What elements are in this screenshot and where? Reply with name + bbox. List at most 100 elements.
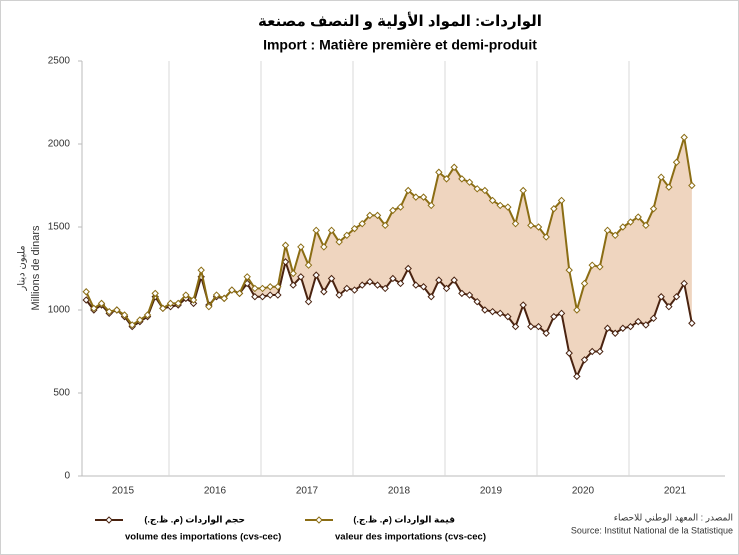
point-marker — [412, 281, 420, 289]
point-marker — [657, 173, 665, 181]
point-marker — [496, 201, 504, 210]
point-marker — [366, 211, 374, 220]
point-marker — [550, 312, 558, 321]
point-marker — [435, 276, 443, 284]
point-marker — [251, 293, 259, 301]
y-tick-label: 2000 — [48, 139, 71, 150]
point-marker — [580, 356, 589, 364]
point-marker — [128, 321, 136, 329]
point-marker — [611, 231, 619, 240]
point-marker — [419, 193, 428, 201]
point-marker — [557, 309, 566, 318]
point-marker — [320, 243, 328, 251]
point-marker — [626, 218, 635, 226]
point-marker — [435, 168, 443, 176]
point-marker — [688, 319, 696, 327]
point-marker — [197, 266, 205, 274]
point-marker — [619, 223, 627, 231]
point-marker — [657, 293, 665, 301]
point-marker — [312, 271, 320, 279]
x-tick-label: 2020 — [572, 486, 595, 497]
point-marker — [297, 243, 305, 251]
point-marker — [427, 293, 435, 301]
point-marker — [649, 314, 658, 323]
point-marker — [473, 297, 481, 306]
point-marker — [251, 284, 259, 293]
point-marker — [258, 293, 267, 301]
source: Source: Institut National de la Statisti… — [571, 525, 733, 535]
point-marker — [588, 347, 596, 356]
point-marker — [634, 213, 642, 221]
point-marker — [274, 283, 282, 291]
point-marker — [404, 264, 412, 273]
point-marker — [542, 233, 550, 241]
point-marker — [450, 276, 458, 284]
point-marker — [335, 238, 343, 246]
x-tick-label: 2015 — [112, 486, 135, 497]
point-marker — [626, 322, 635, 331]
point-marker — [159, 304, 167, 313]
point-marker — [258, 284, 267, 293]
point-marker — [266, 283, 274, 291]
point-marker — [665, 302, 673, 311]
point-marker — [105, 307, 113, 316]
point-marker — [619, 324, 627, 332]
point-marker — [611, 329, 619, 337]
point-marker — [504, 203, 512, 211]
legend-marker — [105, 516, 113, 524]
point-marker — [580, 279, 589, 288]
point-marker — [327, 226, 336, 235]
point-marker — [220, 294, 228, 303]
gap-area — [86, 137, 692, 377]
point-marker — [511, 322, 520, 331]
point-marker — [504, 312, 512, 321]
point-marker — [136, 316, 144, 324]
point-marker — [343, 231, 351, 240]
point-marker — [343, 284, 351, 293]
point-marker — [205, 302, 213, 311]
point-marker — [527, 221, 535, 230]
point-marker — [680, 133, 688, 142]
point-marker — [358, 281, 366, 289]
point-marker — [573, 372, 581, 381]
point-marker — [381, 221, 389, 230]
legend-label-ar: حجم الواردات (م. ظ.ج.) — [144, 514, 245, 525]
point-marker — [481, 186, 489, 195]
y-tick-label: 1500 — [48, 222, 71, 233]
point-marker — [289, 281, 297, 289]
point-marker — [396, 279, 405, 288]
point-marker — [212, 291, 221, 299]
legend-label: valeur des importations (cvs-cec) — [335, 532, 486, 543]
point-marker — [312, 226, 320, 235]
point-marker — [396, 203, 405, 211]
point-marker — [389, 206, 397, 215]
chart-subtitle: Import : Matière première et demi-produi… — [263, 37, 537, 53]
x-tick-label: 2016 — [204, 486, 227, 497]
point-marker — [166, 299, 175, 308]
point-marker — [603, 226, 612, 235]
point-marker — [373, 211, 382, 220]
y-tick-label: 500 — [53, 388, 70, 399]
point-marker — [573, 306, 581, 314]
point-marker — [465, 178, 474, 186]
point-marker — [642, 321, 650, 329]
point-marker — [488, 196, 497, 205]
point-marker — [243, 273, 251, 281]
point-marker — [542, 329, 550, 337]
point-marker — [366, 278, 374, 286]
point-marker — [327, 274, 336, 283]
point-marker — [182, 291, 190, 299]
point-marker — [496, 309, 504, 318]
point-marker — [174, 299, 182, 308]
x-tick-label: 2021 — [664, 486, 687, 497]
point-marker — [465, 291, 474, 299]
point-marker — [649, 205, 658, 213]
point-marker — [665, 183, 673, 191]
point-marker — [297, 273, 305, 281]
point-marker — [565, 266, 573, 274]
legend-label: volume des importations (cvs-cec) — [125, 532, 281, 543]
point-marker — [519, 301, 527, 309]
point-marker — [688, 181, 696, 190]
point-marker — [442, 284, 451, 293]
